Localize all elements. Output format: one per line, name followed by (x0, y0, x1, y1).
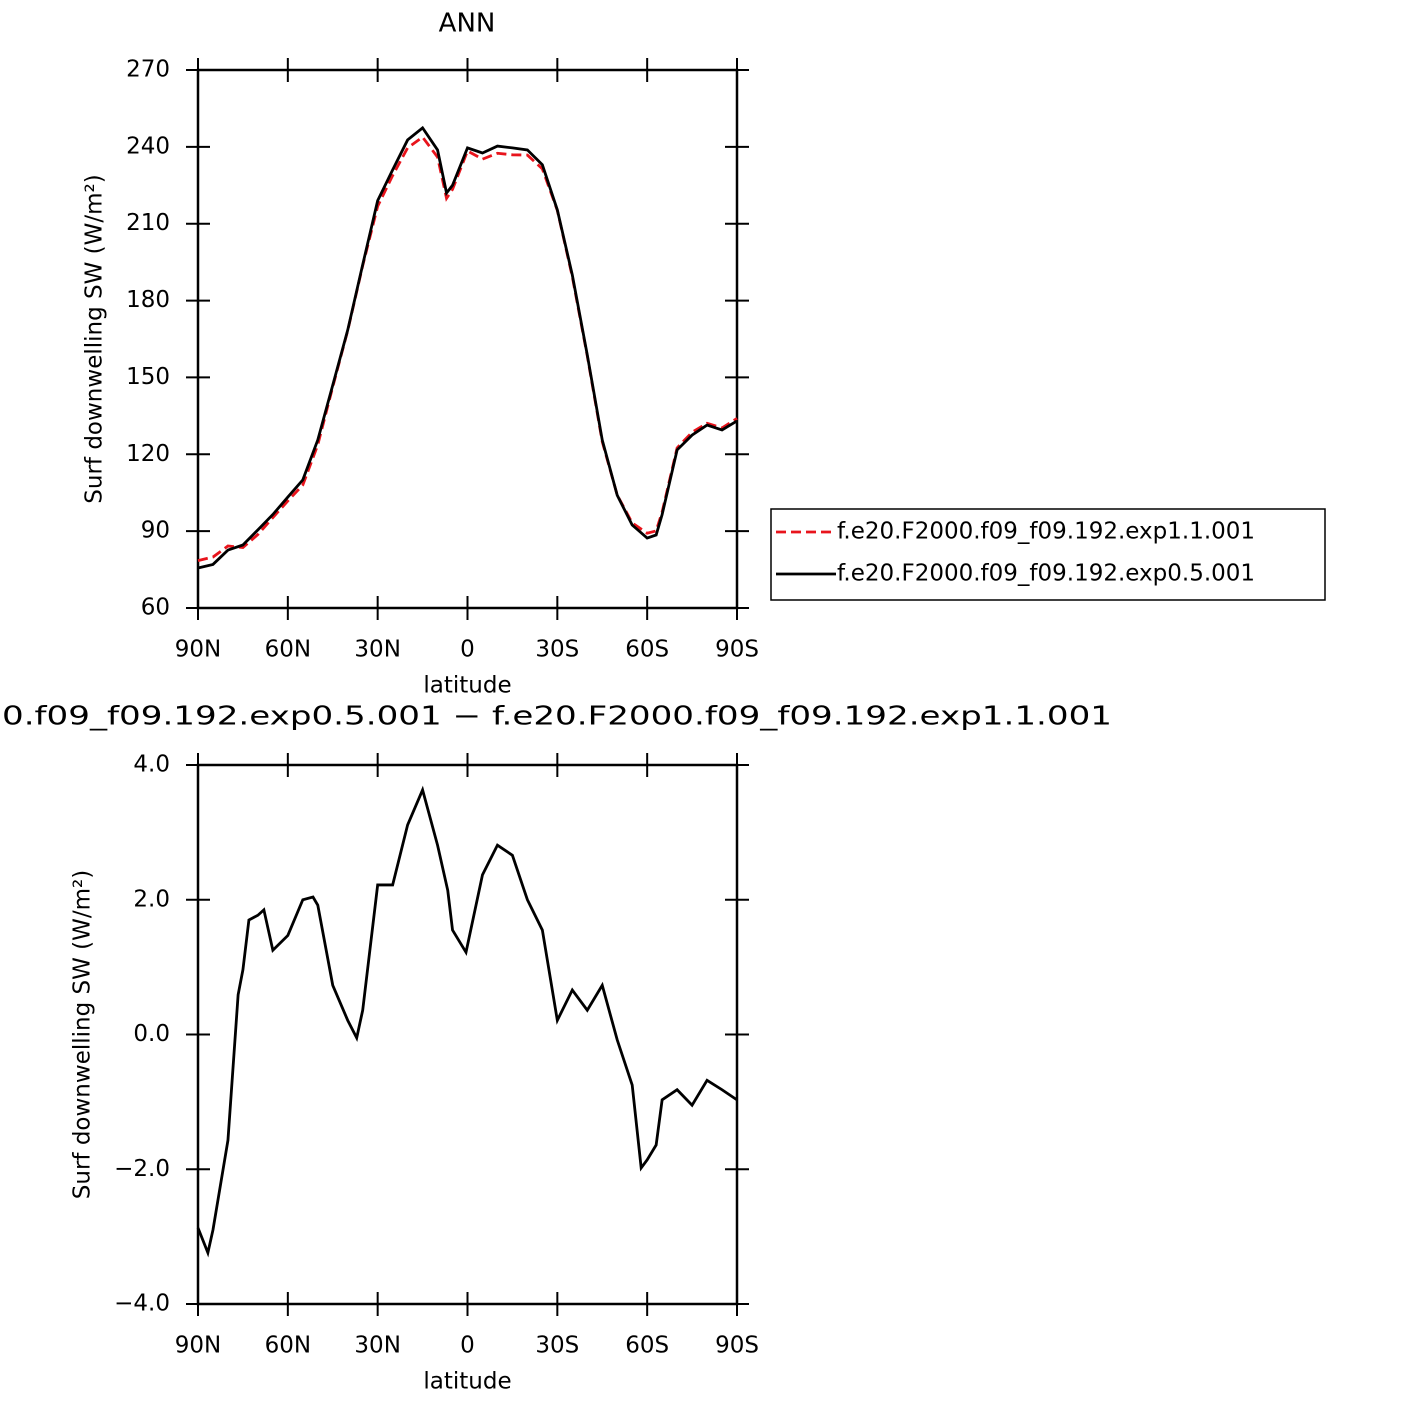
y-axis-label: Surf downwelling SW (W/m²) (70, 870, 96, 1199)
legend-label: f.e20.F2000.f09_f09.192.exp1.1.001 (837, 519, 1255, 545)
x-tick-label: 90S (715, 637, 759, 663)
x-tick-label: 60S (625, 637, 669, 663)
data-line (197, 135, 738, 562)
x-tick-label: 90N (175, 1333, 221, 1359)
y-tick-label: 60 (141, 595, 170, 621)
y-tick-label: −4.0 (114, 1291, 170, 1317)
plot-frame (196, 68, 739, 610)
x-tick-label: 90S (715, 1333, 759, 1359)
y-tick-label: 4.0 (133, 752, 170, 778)
y-tick-label: 180 (126, 287, 170, 313)
x-tick-label: 60N (265, 1333, 311, 1359)
plot-frame (196, 763, 739, 1306)
y-tick-label: 240 (126, 133, 170, 159)
x-axis-label: latitude (423, 1369, 511, 1395)
y-axis-label: Surf downwelling SW (W/m²) (82, 174, 108, 503)
legend-label: f.e20.F2000.f09_f09.192.exp0.5.001 (837, 561, 1255, 587)
x-tick-label: 0 (460, 1333, 475, 1359)
y-tick-label: 2.0 (133, 886, 170, 912)
y-tick-label: 120 (126, 441, 170, 467)
x-tick-label: 30N (354, 637, 400, 663)
x-tick-label: 30S (535, 1333, 579, 1359)
y-tick-label: 210 (126, 210, 170, 236)
x-axis-label: latitude (423, 673, 511, 699)
legend-box (770, 508, 1326, 601)
x-tick-label: 90N (175, 637, 221, 663)
chart-title: ANN (439, 9, 496, 39)
x-tick-label: 30N (354, 1333, 400, 1359)
x-tick-label: 60S (625, 1333, 669, 1359)
data-line (197, 125, 738, 570)
x-tick-label: 30S (535, 637, 579, 663)
x-tick-label: 0 (460, 637, 475, 663)
y-tick-label: 0.0 (133, 1021, 170, 1047)
chart-title: 0.f09_f09.192.exp0.5.001 − f.e20.F2000.f… (2, 702, 1112, 732)
y-tick-label: −2.0 (114, 1156, 170, 1182)
data-line (196, 785, 738, 1258)
y-tick-label: 90 (141, 518, 170, 544)
y-tick-label: 150 (126, 364, 170, 390)
y-tick-label: 270 (126, 57, 170, 83)
x-tick-label: 60N (265, 637, 311, 663)
